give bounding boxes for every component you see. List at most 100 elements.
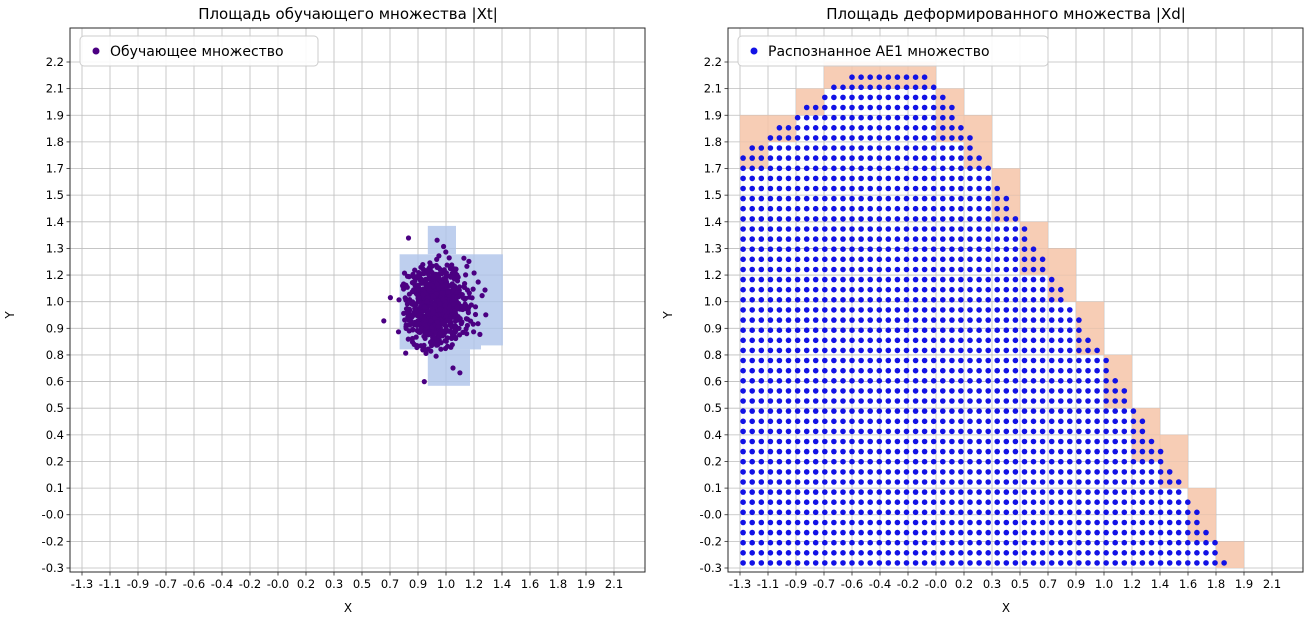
recognized-point xyxy=(822,448,828,455)
recognized-point xyxy=(885,408,892,414)
recognized-point xyxy=(867,408,873,414)
recognized-point xyxy=(740,378,746,384)
recognized-point xyxy=(749,216,755,222)
training-point xyxy=(436,253,442,259)
recognized-point xyxy=(1112,428,1118,435)
recognized-point xyxy=(831,428,837,435)
recognized-point xyxy=(994,529,1000,536)
recognized-point xyxy=(1139,418,1146,425)
recognized-point xyxy=(794,226,801,232)
recognized-point xyxy=(1094,418,1100,425)
recognized-point xyxy=(822,398,828,404)
recognized-point xyxy=(912,125,919,131)
recognized-point xyxy=(840,539,846,546)
recognized-point xyxy=(1048,469,1055,475)
recognized-point xyxy=(749,307,755,313)
recognized-point xyxy=(840,469,846,475)
recognized-point xyxy=(794,205,801,212)
recognized-point xyxy=(794,550,801,556)
recognized-point xyxy=(794,509,801,516)
recognized-point xyxy=(967,165,973,172)
recognized-point xyxy=(785,286,792,293)
recognized-point xyxy=(1039,479,1046,485)
recognized-point xyxy=(867,367,873,374)
recognized-point xyxy=(921,367,928,374)
recognized-point xyxy=(858,347,864,354)
recognized-point xyxy=(1030,550,1037,556)
recognized-point xyxy=(1012,529,1019,536)
recognized-point xyxy=(912,479,919,485)
recognized-point xyxy=(1076,560,1082,566)
recognized-point xyxy=(849,114,855,121)
recognized-point xyxy=(1012,499,1019,506)
recognized-point xyxy=(967,489,973,495)
recognized-point xyxy=(758,438,765,445)
recognized-point xyxy=(894,84,901,91)
training-point xyxy=(463,272,469,278)
recognized-point xyxy=(985,560,991,566)
recognized-point xyxy=(1058,458,1064,465)
recognized-point xyxy=(758,195,765,202)
training-point xyxy=(441,308,447,314)
recognized-point xyxy=(1103,539,1109,546)
recognized-point xyxy=(876,155,883,161)
recognized-point xyxy=(767,246,774,252)
training-point xyxy=(464,322,470,329)
training-point xyxy=(423,330,429,336)
recognized-point xyxy=(1021,307,1028,313)
recognized-point xyxy=(940,479,946,485)
training-point xyxy=(402,295,408,301)
recognized-point xyxy=(994,408,1000,414)
training-point xyxy=(431,315,438,321)
recognized-point xyxy=(930,438,937,445)
recognized-point xyxy=(831,276,837,283)
y-tick-label: 1.4 xyxy=(46,215,64,229)
training-point xyxy=(421,379,427,385)
recognized-point xyxy=(885,448,892,455)
recognized-point xyxy=(776,499,783,506)
boundary-cell xyxy=(1160,461,1188,489)
training-point xyxy=(445,289,451,295)
training-point xyxy=(434,319,440,325)
recognized-point xyxy=(831,125,837,131)
recognized-point xyxy=(958,509,964,516)
recognized-point xyxy=(1030,428,1037,435)
recognized-point xyxy=(894,539,901,546)
recognized-point xyxy=(1012,560,1019,566)
recognized-point xyxy=(949,266,955,273)
recognized-point xyxy=(1048,388,1055,394)
training-point xyxy=(436,265,442,271)
recognized-point xyxy=(749,286,755,293)
recognized-point xyxy=(1130,489,1137,495)
recognized-point xyxy=(912,357,919,364)
recognized-point xyxy=(767,408,774,414)
recognized-point xyxy=(812,479,819,485)
recognized-point xyxy=(994,205,1000,212)
recognized-point xyxy=(894,266,901,273)
recognized-point xyxy=(822,94,828,101)
recognized-point xyxy=(767,236,774,242)
recognized-point xyxy=(803,378,810,384)
recognized-point xyxy=(822,104,828,111)
recognized-point xyxy=(930,185,937,192)
training-point xyxy=(422,304,428,310)
training-point xyxy=(423,347,429,353)
recognized-point xyxy=(976,539,982,546)
recognized-point xyxy=(831,104,837,111)
training-point xyxy=(452,308,458,314)
recognized-point xyxy=(1012,226,1019,232)
x-tick-label: 1.2 xyxy=(465,577,483,591)
recognized-point xyxy=(785,145,792,151)
recognized-point xyxy=(794,317,801,323)
recognized-point xyxy=(867,509,873,516)
recognized-point xyxy=(1094,448,1100,455)
recognized-point xyxy=(894,560,901,566)
recognized-point xyxy=(758,226,765,232)
recognized-point xyxy=(840,165,846,172)
y-tick-label: -0.3 xyxy=(700,561,722,575)
recognized-point xyxy=(894,550,901,556)
recognized-point xyxy=(1039,357,1046,364)
recognized-point xyxy=(849,175,855,182)
recognized-point xyxy=(921,276,928,283)
training-point xyxy=(464,316,471,322)
